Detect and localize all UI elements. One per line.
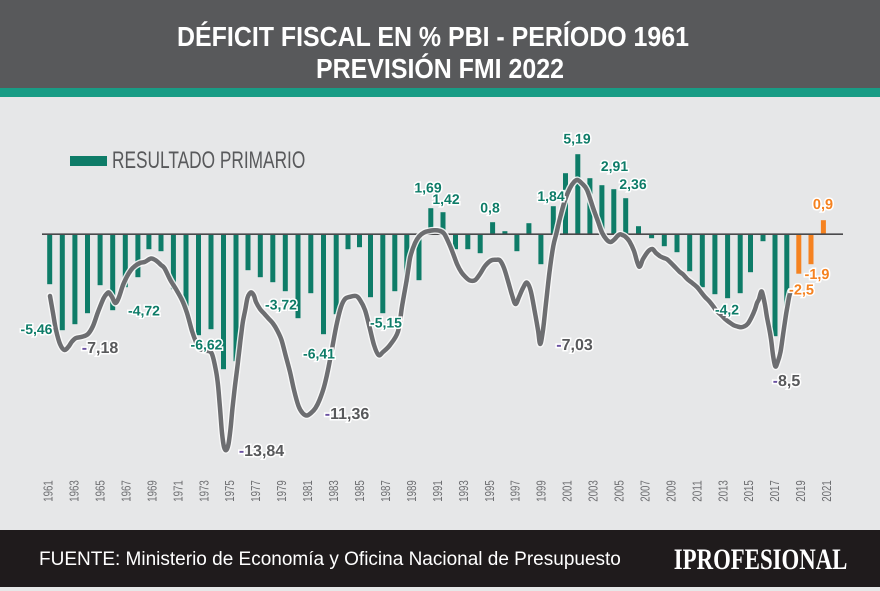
svg-text:1989: 1989 [404,480,419,502]
svg-text:1999: 1999 [534,480,549,502]
svg-text:5,19: 5,19 [563,131,590,147]
svg-text:2011: 2011 [689,480,704,502]
svg-text:1,84: 1,84 [537,188,564,204]
svg-text:-7,03: -7,03 [556,337,593,354]
svg-text:2009: 2009 [663,480,678,502]
svg-text:-2,5: -2,5 [789,283,814,299]
svg-text:2021: 2021 [819,480,834,502]
svg-text:2007: 2007 [638,480,653,502]
svg-text:2,91: 2,91 [601,158,628,174]
svg-text:-4,2: -4,2 [715,302,739,318]
svg-text:1983: 1983 [326,480,341,502]
svg-text:0,8: 0,8 [480,200,500,216]
svg-text:1,42: 1,42 [432,191,459,207]
svg-text:1987: 1987 [378,480,393,502]
svg-text:-3,72: -3,72 [265,297,297,313]
svg-text:-1,9: -1,9 [805,267,830,283]
svg-text:-7,18: -7,18 [82,340,119,357]
svg-text:-6,41: -6,41 [303,346,335,362]
svg-text:-5,46: -5,46 [21,321,53,337]
svg-text:2,36: 2,36 [619,176,646,192]
svg-text:1995: 1995 [482,480,497,502]
svg-text:1961: 1961 [41,480,56,502]
svg-text:1979: 1979 [274,480,289,502]
svg-text:2013: 2013 [715,480,730,502]
svg-text:1993: 1993 [456,480,471,502]
svg-text:1977: 1977 [248,480,263,502]
svg-text:1971: 1971 [170,480,185,502]
svg-text:-13,84: -13,84 [239,443,284,460]
svg-text:2003: 2003 [586,480,601,502]
svg-text:1981: 1981 [300,480,315,502]
svg-text:1963: 1963 [67,480,82,502]
svg-text:2019: 2019 [793,480,808,502]
svg-text:1969: 1969 [144,480,159,502]
svg-text:2017: 2017 [767,480,782,502]
svg-text:1991: 1991 [430,480,445,502]
svg-text:-4,72: -4,72 [128,303,160,319]
svg-text:1965: 1965 [93,480,108,502]
svg-text:-11,36: -11,36 [325,406,370,423]
svg-text:1967: 1967 [118,480,133,502]
svg-text:-8,5: -8,5 [773,373,801,390]
svg-text:1973: 1973 [196,480,211,502]
svg-text:-6,62: -6,62 [191,337,223,353]
svg-text:1,69: 1,69 [414,180,441,196]
svg-text:2001: 2001 [560,480,575,502]
svg-text:-5,15: -5,15 [370,315,402,331]
svg-text:2005: 2005 [612,480,627,502]
svg-text:0,9: 0,9 [813,197,833,213]
svg-text:1997: 1997 [508,480,523,502]
svg-text:1975: 1975 [222,480,237,502]
svg-text:2015: 2015 [741,480,756,502]
svg-text:1985: 1985 [352,480,367,502]
